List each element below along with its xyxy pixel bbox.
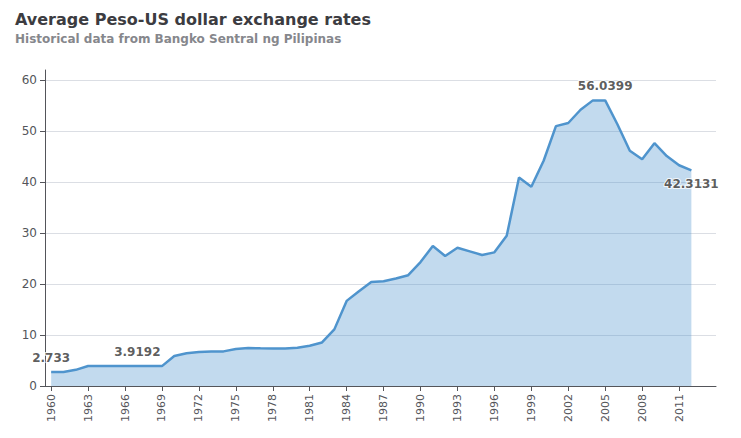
svg-text:1996: 1996 <box>488 394 501 422</box>
svg-text:0: 0 <box>29 379 37 393</box>
svg-text:2002: 2002 <box>562 394 575 422</box>
svg-text:1975: 1975 <box>229 394 242 422</box>
svg-text:1987: 1987 <box>377 394 390 422</box>
svg-text:1990: 1990 <box>414 394 427 422</box>
svg-text:1960: 1960 <box>45 394 58 422</box>
svg-text:2.733: 2.733 <box>32 351 70 365</box>
svg-text:2008: 2008 <box>636 394 649 422</box>
svg-text:Historical data from Bangko Se: Historical data from Bangko Sentral ng P… <box>15 32 341 46</box>
svg-text:10: 10 <box>22 328 37 342</box>
svg-text:2011: 2011 <box>673 394 686 422</box>
svg-text:42.3131: 42.3131 <box>664 177 719 191</box>
svg-text:30: 30 <box>22 226 37 240</box>
svg-text:1969: 1969 <box>155 394 168 422</box>
svg-text:60: 60 <box>22 73 37 87</box>
svg-text:Average Peso-US dollar exchang: Average Peso-US dollar exchange rates <box>15 10 371 29</box>
svg-text:3.9192: 3.9192 <box>114 345 160 359</box>
svg-text:1966: 1966 <box>119 394 132 422</box>
svg-text:1999: 1999 <box>525 394 538 422</box>
svg-text:1978: 1978 <box>266 394 279 422</box>
svg-text:20: 20 <box>22 277 37 291</box>
svg-text:2005: 2005 <box>599 394 612 422</box>
svg-text:50: 50 <box>22 124 37 138</box>
svg-text:40: 40 <box>22 175 37 189</box>
svg-text:1981: 1981 <box>303 394 316 422</box>
svg-text:1984: 1984 <box>340 394 353 422</box>
svg-text:1972: 1972 <box>192 394 205 422</box>
svg-text:1963: 1963 <box>82 394 95 422</box>
svg-text:56.0399: 56.0399 <box>578 79 633 93</box>
svg-text:1993: 1993 <box>451 394 464 422</box>
